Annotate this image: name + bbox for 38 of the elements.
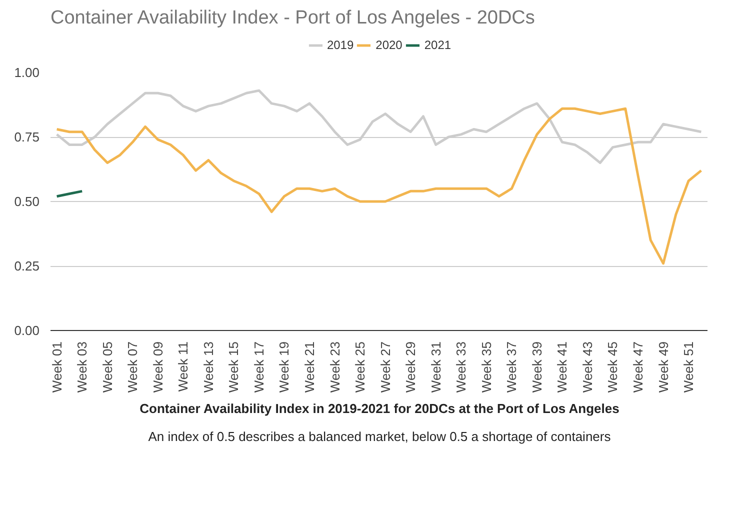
legend-label: 2019 <box>326 38 354 52</box>
x-tick-label: Week 05 <box>100 341 115 393</box>
x-tick-label: Week 49 <box>656 341 671 393</box>
x-tick-label: Week 07 <box>125 341 140 393</box>
x-tick-label: Week 25 <box>352 341 368 393</box>
x-tick-label: Week 11 <box>176 341 191 392</box>
legend-label: 2021 <box>424 38 452 52</box>
x-tick-label: Week 41 <box>554 341 570 393</box>
y-tick-label: 1.00 <box>14 65 40 80</box>
x-tick-label: Week 13 <box>200 341 216 393</box>
text: An index of 0.5 describes a balanced market, below 0.5 a shortage of containers <box>148 428 611 446</box>
y-tick-label: 0.75 <box>14 130 40 144</box>
x-tick-label: Week 19 <box>276 341 292 393</box>
x-tick-label: Week 45 <box>605 341 620 393</box>
x-tick-label: Week 39 <box>529 341 544 393</box>
x-tick-label: Week 15 <box>226 341 242 393</box>
line-series <box>56 107 702 265</box>
x-tick-label: Week 29 <box>403 341 418 393</box>
x-tick-label: Week 21 <box>302 341 318 393</box>
x-tick-label: Week 23 <box>327 341 342 393</box>
x-tick-label: Week 37 <box>504 341 520 393</box>
x-tick-label: Week 33 <box>454 341 469 393</box>
x-tick-label: Week 47 <box>630 341 646 393</box>
y-tick-label: 0.25 <box>14 258 40 274</box>
legend-label: 2020 <box>376 38 402 52</box>
text: Container Availability Index in 2019-2021 for 20DCs at the Port of Los Angeles <box>140 400 620 418</box>
y-tick-label: 0.00 <box>14 323 40 338</box>
x-tick-label: Week 01 <box>49 341 64 393</box>
x-tick-label: Week 31 <box>428 341 444 393</box>
x-tick-label: Week 03 <box>74 341 90 393</box>
x-tick-label: Week 43 <box>580 341 595 393</box>
y-tick-label: 0.50 <box>14 194 40 209</box>
x-tick-label: Week 27 <box>378 341 393 393</box>
x-tick-label: Week 51 <box>681 341 696 393</box>
x-tick-label: Week 35 <box>478 341 494 393</box>
chart-title: Container Availability Index - Port of Los Angeles - 20DCs <box>50 8 535 28</box>
x-tick-label: Week 17 <box>251 341 266 393</box>
x-tick-label: Week 09 <box>150 341 166 393</box>
